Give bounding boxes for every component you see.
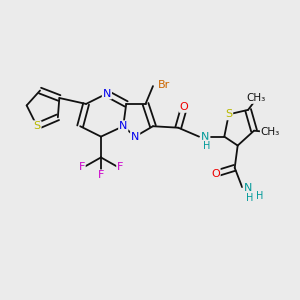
Text: H: H [246, 193, 253, 202]
Text: S: S [225, 109, 232, 119]
Text: N: N [119, 121, 128, 131]
Text: F: F [98, 170, 104, 180]
Text: S: S [34, 121, 40, 131]
Text: O: O [211, 169, 220, 179]
Text: F: F [79, 162, 85, 172]
Text: N: N [131, 132, 139, 142]
Text: H: H [203, 140, 210, 151]
Text: N: N [244, 183, 252, 193]
Text: N: N [103, 88, 111, 98]
Text: CH₃: CH₃ [261, 127, 280, 137]
Text: CH₃: CH₃ [246, 93, 265, 103]
Text: F: F [117, 162, 124, 172]
Text: H: H [256, 191, 263, 201]
Text: N: N [201, 132, 209, 142]
Text: Br: Br [158, 80, 170, 90]
Text: O: O [180, 102, 189, 112]
